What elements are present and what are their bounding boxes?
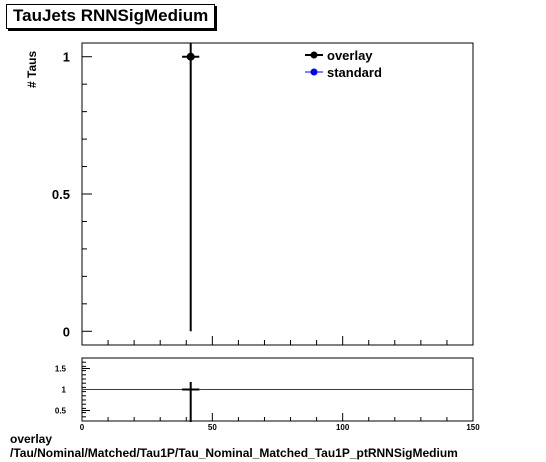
legend-marker-standard	[310, 68, 318, 76]
ratio-y-tick-label: 1	[62, 386, 67, 395]
main-y-tick-label: 0.5	[52, 187, 70, 202]
overlay-data-point	[186, 52, 195, 61]
chart-title: TauJets RNNSigMedium	[6, 4, 216, 29]
ratio-y-tick-label: 0.5	[55, 407, 67, 416]
legend-label-overlay: overlay	[327, 48, 373, 63]
main-y-tick-label: 1	[63, 50, 70, 65]
main-y-tick-label: 0	[63, 324, 70, 339]
ratio-x-tick-label: 0	[80, 423, 85, 432]
ratio-x-tick-label: 150	[466, 423, 480, 432]
footer-line-2: /Tau/Nominal/Matched/Tau1P/Tau_Nominal_M…	[10, 446, 458, 460]
legend-marker-overlay	[310, 51, 318, 59]
ratio-x-tick-label: 100	[336, 423, 350, 432]
ratio-x-tick-label: 50	[208, 423, 217, 432]
main-plot-frame	[81, 42, 474, 346]
ratio-y-tick-label: 1.5	[55, 365, 67, 374]
y-axis-label: # Taus	[25, 51, 39, 88]
legend-label-standard: standard	[327, 65, 382, 80]
footer-line-1: overlay	[10, 432, 53, 446]
